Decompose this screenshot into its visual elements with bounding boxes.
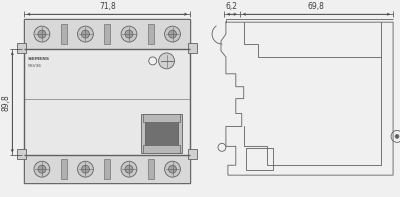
Bar <box>24 19 190 49</box>
Text: 89,8: 89,8 <box>1 94 10 111</box>
Bar <box>148 24 154 44</box>
Circle shape <box>125 30 133 38</box>
Circle shape <box>34 161 50 177</box>
Bar <box>24 19 190 183</box>
Circle shape <box>164 161 180 177</box>
Text: 69,8: 69,8 <box>308 2 325 11</box>
Circle shape <box>168 30 176 38</box>
Text: SIEMENS: SIEMENS <box>28 57 50 61</box>
Text: 5SV36: 5SV36 <box>28 64 42 68</box>
Bar <box>188 43 197 53</box>
Bar <box>17 149 26 159</box>
Circle shape <box>82 165 90 173</box>
Bar <box>143 145 180 153</box>
Circle shape <box>125 165 133 173</box>
Bar <box>188 149 197 159</box>
Circle shape <box>121 161 137 177</box>
Circle shape <box>395 134 399 138</box>
Bar <box>145 122 178 145</box>
Bar <box>61 24 67 44</box>
Circle shape <box>34 26 50 42</box>
Bar <box>246 148 273 170</box>
Circle shape <box>121 26 137 42</box>
Bar <box>17 43 26 53</box>
Circle shape <box>168 165 176 173</box>
Circle shape <box>82 30 90 38</box>
Circle shape <box>218 143 226 151</box>
Bar <box>24 155 190 183</box>
Circle shape <box>164 26 180 42</box>
Bar <box>104 24 110 44</box>
Circle shape <box>38 30 46 38</box>
Circle shape <box>78 161 93 177</box>
Text: 6,2: 6,2 <box>226 2 238 11</box>
Circle shape <box>149 57 157 65</box>
Circle shape <box>38 165 46 173</box>
Circle shape <box>159 53 174 69</box>
Circle shape <box>78 26 93 42</box>
Bar <box>104 159 110 179</box>
Bar <box>143 113 180 122</box>
Circle shape <box>391 130 400 142</box>
Text: 71,8: 71,8 <box>99 2 116 11</box>
Bar <box>141 113 182 153</box>
Bar <box>61 159 67 179</box>
Bar <box>148 159 154 179</box>
